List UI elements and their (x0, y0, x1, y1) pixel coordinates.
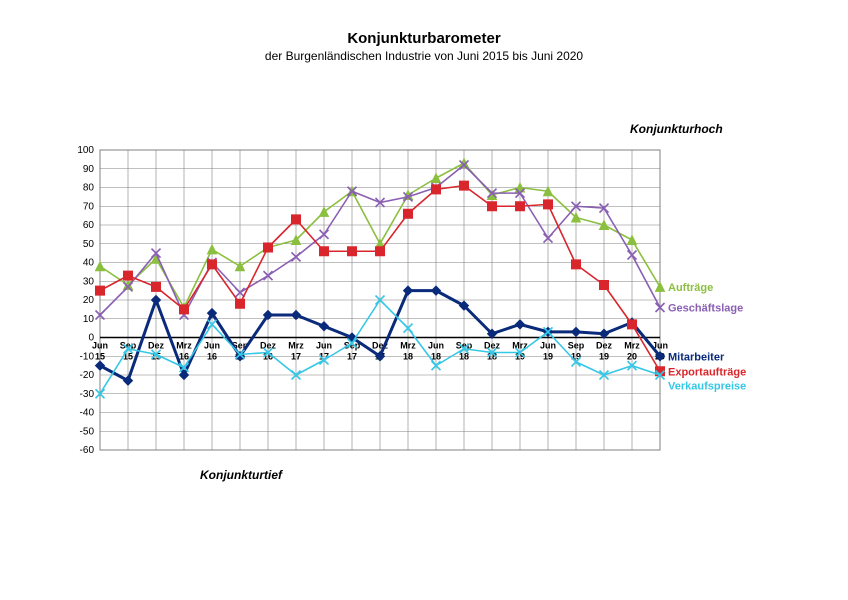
svg-text:Jun: Jun (92, 341, 108, 351)
svg-text:18: 18 (403, 352, 413, 362)
svg-text:20: 20 (627, 352, 637, 362)
svg-text:-40: -40 (80, 408, 95, 419)
svg-text:Dez: Dez (484, 341, 501, 351)
svg-text:Geschäftslage: Geschäftslage (668, 303, 743, 315)
svg-text:17: 17 (291, 352, 301, 362)
svg-text:17: 17 (347, 352, 357, 362)
svg-text:16: 16 (207, 352, 217, 362)
svg-text:19: 19 (571, 352, 581, 362)
svg-text:Mrz: Mrz (624, 341, 640, 351)
svg-text:Exportaufträge: Exportaufträge (668, 366, 746, 378)
svg-text:Jun: Jun (204, 341, 220, 351)
svg-text:60: 60 (83, 220, 95, 231)
svg-text:30: 30 (83, 276, 95, 287)
label-konjunkturhoch: Konjunkturhoch (630, 122, 723, 136)
svg-text:19: 19 (599, 352, 609, 362)
svg-text:10: 10 (83, 314, 95, 325)
svg-text:Verkaufspreise: Verkaufspreise (668, 380, 746, 392)
svg-text:50: 50 (83, 239, 95, 250)
svg-text:Aufträge: Aufträge (668, 282, 713, 294)
svg-text:16: 16 (179, 352, 189, 362)
svg-text:100: 100 (77, 145, 94, 156)
svg-text:-20: -20 (80, 370, 95, 381)
chart-svg: -60-50-40-30-20-100102030405060708090100… (0, 0, 848, 600)
svg-text:Mrz: Mrz (176, 341, 192, 351)
svg-text:70: 70 (83, 201, 95, 212)
svg-text:Dez: Dez (260, 341, 277, 351)
svg-text:15: 15 (95, 352, 105, 362)
svg-text:-30: -30 (80, 389, 95, 400)
label-konjunkturtief: Konjunkturtief (200, 468, 282, 482)
svg-text:Mitarbeiter: Mitarbeiter (668, 351, 725, 363)
svg-text:Jun: Jun (540, 341, 556, 351)
svg-text:Dez: Dez (596, 341, 613, 351)
svg-text:-10: -10 (80, 351, 95, 362)
svg-text:-50: -50 (80, 426, 95, 437)
svg-text:Jun: Jun (428, 341, 444, 351)
svg-text:Dez: Dez (148, 341, 165, 351)
svg-text:90: 90 (83, 164, 95, 175)
svg-text:Mrz: Mrz (288, 341, 304, 351)
svg-text:-60: -60 (80, 445, 95, 456)
svg-text:Sep: Sep (568, 341, 585, 351)
svg-text:Mrz: Mrz (400, 341, 416, 351)
svg-text:20: 20 (83, 295, 95, 306)
svg-text:40: 40 (83, 258, 95, 269)
svg-text:Jun: Jun (316, 341, 332, 351)
chart-container: Konjunkturbarometer der Burgenländischen… (0, 0, 848, 600)
svg-text:19: 19 (543, 352, 553, 362)
svg-text:80: 80 (83, 183, 95, 194)
